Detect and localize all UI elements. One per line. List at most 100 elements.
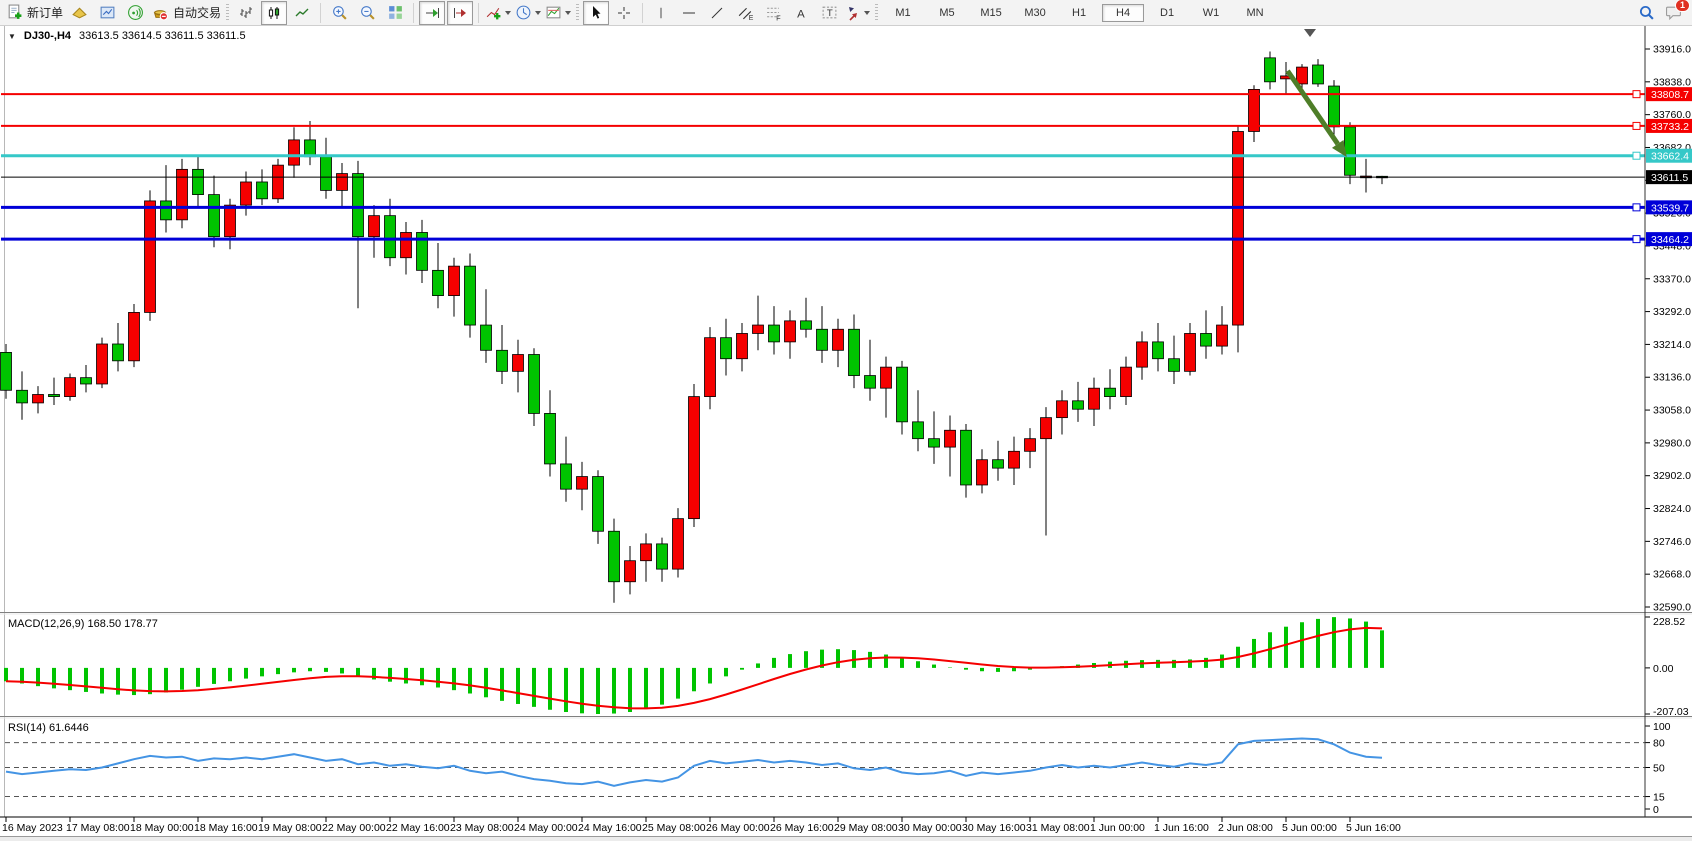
cursor-tool-button[interactable] [583,0,610,25]
line-chart-button[interactable] [289,1,315,25]
market-watch-button[interactable] [94,1,120,25]
candle-down [1152,341,1164,360]
candle-down [1312,64,1324,85]
timeframe-button-w1[interactable]: W1 [1202,6,1220,19]
horizontal-line-anchor[interactable] [1632,151,1641,160]
vertical-line-tool-button[interactable] [648,1,674,25]
candle-up [1120,366,1132,397]
timeframe-button-h1[interactable]: H1 [1072,6,1087,19]
price-tick-label: 33370.0 [1653,273,1691,285]
candlestick-chart-icon [266,5,282,21]
horizontal-line-anchor[interactable] [1632,203,1641,212]
macd-signal-line [5,626,1383,710]
candle-up [272,164,284,200]
rsi-axis-label: 100 [1653,721,1671,733]
cursor-icon [588,5,604,21]
horizontal-line-tool-button[interactable] [676,1,702,25]
chart-shift-button[interactable] [447,0,474,25]
crosshair-tool-button[interactable] [611,1,637,25]
new-order-button[interactable]: 新订单 [5,1,64,25]
candle-up [624,560,636,583]
candle-down [912,421,924,440]
candle-down [80,377,92,385]
svg-text:E: E [748,15,753,21]
toolbar-separator [642,2,644,23]
candle-up [400,232,412,259]
arrows-tool-button[interactable] [844,1,871,25]
search-button[interactable] [1633,1,1659,25]
price-tick-label: 32824.0 [1653,503,1691,515]
candle-down [928,438,940,448]
trendline-tool-button[interactable] [704,1,730,25]
candle-up [704,337,716,397]
candle-up [1184,333,1196,372]
date-label: 24 May 00:00 [514,822,578,834]
arrow-annotation-head[interactable] [1331,139,1347,158]
candle-down [496,349,508,372]
hline-price-tag-label: 33808.7 [1651,89,1689,101]
arrow-annotation-shaft[interactable] [1285,69,1340,146]
arrows-icon [845,5,861,21]
timeframe-toolbar: M1 M5 M15 M30 H1 H4 D1 W1 MN [881,3,1277,22]
timeframe-button-h4[interactable]: H4 [1102,3,1145,22]
candle-down [464,265,476,326]
chart-title-bar: ▼ DJ30-,H4 33613.5 33614.5 33611.5 33611… [8,30,246,42]
price-tick-label: 32902.0 [1653,470,1691,482]
candle-up [880,366,892,389]
candlestick-chart-button[interactable] [261,0,288,25]
autotrading-button[interactable]: 自动交易 [150,1,222,25]
candle-down [896,366,908,423]
zoom-out-icon [359,4,376,21]
tile-windows-button[interactable] [382,1,408,25]
search-icon [1638,4,1655,21]
candle-up [752,324,764,334]
auto-scroll-button[interactable] [419,0,446,25]
candle-up [128,312,140,362]
periods-button[interactable] [514,1,542,25]
channel-tool-button[interactable]: E [732,1,758,25]
date-label: 26 May 16:00 [770,822,834,834]
rsi-axis-label: 80 [1653,738,1665,750]
date-label: 2 Jun 08:00 [1218,822,1273,834]
bar-chart-button[interactable] [233,1,259,25]
date-label: 26 May 00:00 [706,822,770,834]
timeframe-button-m30[interactable]: M30 [1024,6,1046,19]
hline-price-tag [1646,118,1692,133]
text-label-tool-button[interactable]: T [816,1,842,25]
candle-up [336,173,348,191]
timeframe-button-m15[interactable]: M15 [980,6,1002,19]
timeframe-button-d1[interactable]: D1 [1160,6,1175,19]
horizontal-line-anchor[interactable] [1632,90,1641,99]
templates-button[interactable] [544,1,572,25]
timeframe-button-m5[interactable]: M5 [939,6,955,19]
collapse-chart-icon[interactable]: ▼ [8,31,16,41]
macd-label: MACD(12,26,9) 168.50 178.77 [8,618,158,630]
candle-down [160,200,172,221]
zoom-out-button[interactable] [354,1,380,25]
autotrading-label: 自动交易 [173,6,222,20]
candle-up [368,215,380,238]
date-label: 24 May 16:00 [578,822,642,834]
zoom-in-button[interactable] [326,1,352,25]
fibonacci-tool-button[interactable]: F [760,1,786,25]
price-tick-label: 33916.0 [1653,44,1691,56]
text-tool-button[interactable]: A [788,1,814,25]
candle-down [1344,126,1356,176]
new-order-label: 新订单 [27,6,64,20]
date-label: 30 May 00:00 [898,822,962,834]
chart-profile-button[interactable] [66,1,92,25]
timeframe-button-mn[interactable]: MN [1246,6,1264,19]
chart-shift-marker[interactable] [1304,29,1316,37]
candle-up [288,139,300,166]
horizontal-line-anchor[interactable] [1632,121,1641,130]
indicators-button[interactable] [484,1,512,25]
timeframe-button-m1[interactable]: M1 [895,6,911,19]
notifications-button[interactable]: 1 [1661,0,1690,25]
candle-up [1296,66,1308,85]
candle-down [1328,85,1340,128]
candle-down [432,269,444,296]
rsi-axis-label: 50 [1653,763,1665,775]
signals-button[interactable] [122,1,148,25]
horizontal-line-anchor[interactable] [1632,235,1641,244]
hline-price-tag [1646,148,1692,163]
